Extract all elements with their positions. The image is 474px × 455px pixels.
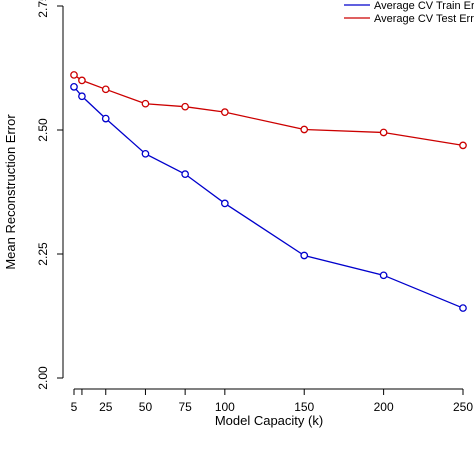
data-point bbox=[70, 82, 78, 91]
data-point bbox=[141, 149, 150, 158]
data-point bbox=[459, 304, 467, 312]
data-point bbox=[101, 114, 110, 123]
x-tick-label: 200 bbox=[374, 400, 394, 414]
series-line-1 bbox=[73, 74, 464, 147]
legend: Average CV Train Error Average CV Test E… bbox=[344, 0, 474, 25]
y-axis-title: Mean Reconstruction Error bbox=[3, 114, 18, 270]
x-tick-label: 50 bbox=[139, 400, 153, 414]
data-point bbox=[141, 99, 150, 108]
legend-label-test: Average CV Test Error bbox=[374, 13, 474, 25]
x-tick-label: 5 bbox=[71, 400, 78, 414]
series-line-0 bbox=[73, 86, 464, 309]
x-tick-label: 100 bbox=[215, 400, 235, 414]
x-axis-title: Model Capacity (k) bbox=[215, 413, 323, 428]
data-point bbox=[78, 92, 86, 101]
data-point bbox=[300, 251, 309, 260]
data-point bbox=[220, 108, 229, 116]
x-tick-label: 150 bbox=[294, 400, 314, 414]
data-point bbox=[78, 76, 86, 85]
data-point bbox=[70, 71, 78, 79]
x-tick-label: 25 bbox=[99, 400, 113, 414]
plot-area: 2.00 2.25 2.50 2.75 5 25 50 75 100 150 200 250 bbox=[36, 0, 473, 414]
series-layer bbox=[70, 71, 467, 312]
legend-label-train: Average CV Train Error bbox=[374, 0, 474, 12]
data-point bbox=[300, 125, 309, 134]
data-point bbox=[379, 271, 388, 280]
data-point bbox=[101, 85, 110, 94]
data-point bbox=[379, 128, 388, 137]
data-point bbox=[181, 170, 189, 178]
y-tick-label: 2.75 bbox=[36, 0, 50, 18]
data-point bbox=[459, 141, 467, 150]
x-axis-ticks: 5 25 50 75 100 150 200 250 bbox=[71, 389, 473, 414]
y-axis-ticks: 2.00 2.25 2.50 2.75 bbox=[36, 0, 63, 390]
data-point bbox=[181, 102, 189, 111]
x-tick-label: 250 bbox=[453, 400, 473, 414]
y-tick-label: 2.00 bbox=[36, 366, 50, 390]
y-tick-label: 2.50 bbox=[36, 118, 50, 142]
data-point bbox=[220, 199, 229, 208]
y-tick-label: 2.25 bbox=[36, 242, 50, 266]
x-tick-label: 75 bbox=[178, 400, 192, 414]
